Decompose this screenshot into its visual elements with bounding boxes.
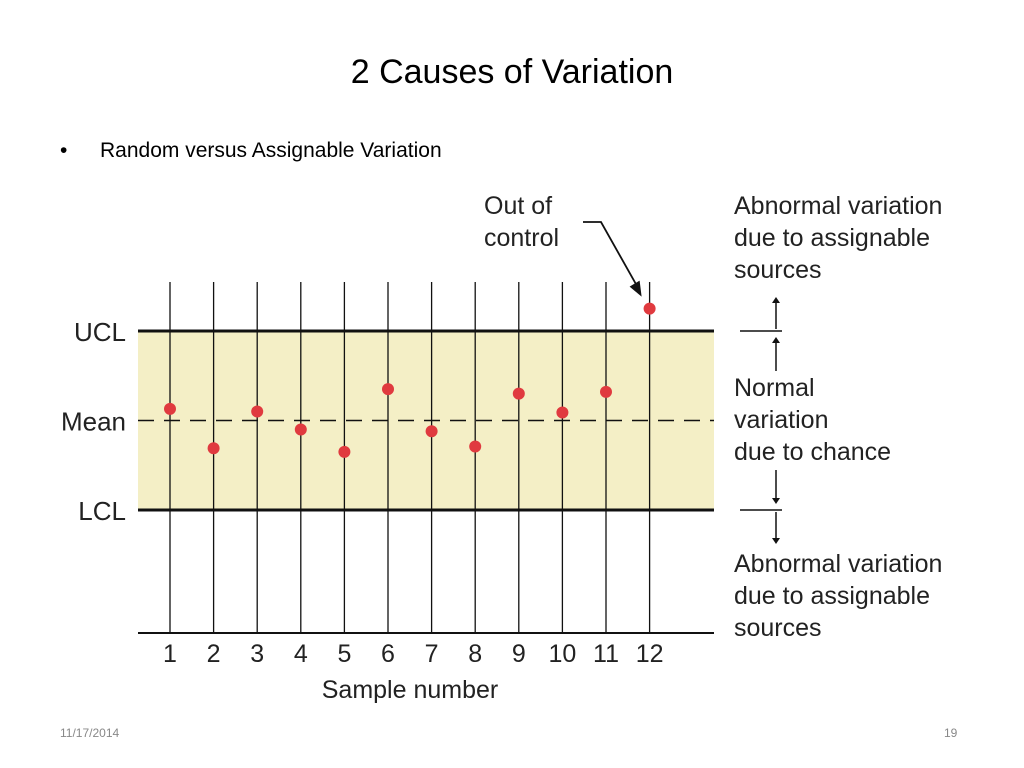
bullet-icon: • bbox=[60, 139, 68, 162]
page-number: 19 bbox=[944, 726, 958, 740]
arrow-head bbox=[772, 498, 780, 504]
abnormal-above-label: due to assignable bbox=[734, 224, 930, 252]
footer-date: 11/17/2014 bbox=[60, 726, 120, 740]
data-point bbox=[600, 385, 612, 398]
data-point bbox=[207, 442, 220, 455]
abnormal-below-label: Abnormal variation bbox=[734, 550, 942, 578]
data-point bbox=[643, 302, 656, 315]
data-point bbox=[469, 440, 482, 453]
x-tick-label: 7 bbox=[425, 640, 439, 668]
out-of-control-label: control bbox=[484, 224, 559, 252]
lcl-label: LCL bbox=[78, 496, 126, 526]
x-tick-label: 10 bbox=[548, 640, 576, 668]
data-point bbox=[251, 405, 264, 418]
abnormal-below-label: due to assignable bbox=[734, 582, 930, 610]
x-tick-label: 1 bbox=[163, 640, 177, 668]
bullet-item: • Random versus Assignable Variation bbox=[60, 136, 442, 166]
ucl-label: UCL bbox=[74, 317, 126, 347]
data-point bbox=[164, 402, 176, 415]
normal-variation-label: variation bbox=[734, 406, 829, 434]
x-tick-label: 5 bbox=[337, 640, 351, 668]
arrow-head bbox=[772, 297, 780, 303]
out-of-control-label: Out of bbox=[484, 192, 552, 220]
x-tick-label: 8 bbox=[468, 640, 482, 668]
arrow-head bbox=[772, 337, 780, 343]
normal-variation-label: due to chance bbox=[734, 438, 891, 466]
out-of-control-arrow bbox=[583, 221, 641, 292]
x-tick-label: 6 bbox=[381, 640, 395, 668]
data-point bbox=[425, 425, 438, 438]
data-point bbox=[338, 445, 351, 458]
arrow-head bbox=[629, 280, 642, 297]
data-point bbox=[512, 387, 525, 400]
x-axis-label: Sample number bbox=[322, 676, 498, 704]
data-point bbox=[556, 406, 569, 419]
abnormal-below-label: sources bbox=[734, 614, 822, 642]
x-tick-label: 12 bbox=[636, 640, 664, 668]
x-tick-label: 2 bbox=[207, 640, 221, 668]
arrow-head bbox=[772, 538, 780, 544]
normal-variation-label: Normal bbox=[734, 374, 815, 402]
x-tick-label: 11 bbox=[593, 640, 619, 668]
x-tick-label: 4 bbox=[294, 640, 308, 668]
mean-label: Mean bbox=[61, 407, 126, 437]
abnormal-above-label: sources bbox=[734, 256, 822, 284]
x-tick-label: 9 bbox=[512, 640, 526, 668]
slide-title: 2 Causes of Variation bbox=[350, 53, 674, 91]
abnormal-above-label: Abnormal variation bbox=[734, 192, 942, 220]
x-tick-label: 3 bbox=[250, 640, 264, 668]
data-point bbox=[382, 383, 394, 396]
data-point bbox=[294, 423, 307, 436]
bullet-text: Random versus Assignable Variation bbox=[100, 139, 442, 162]
